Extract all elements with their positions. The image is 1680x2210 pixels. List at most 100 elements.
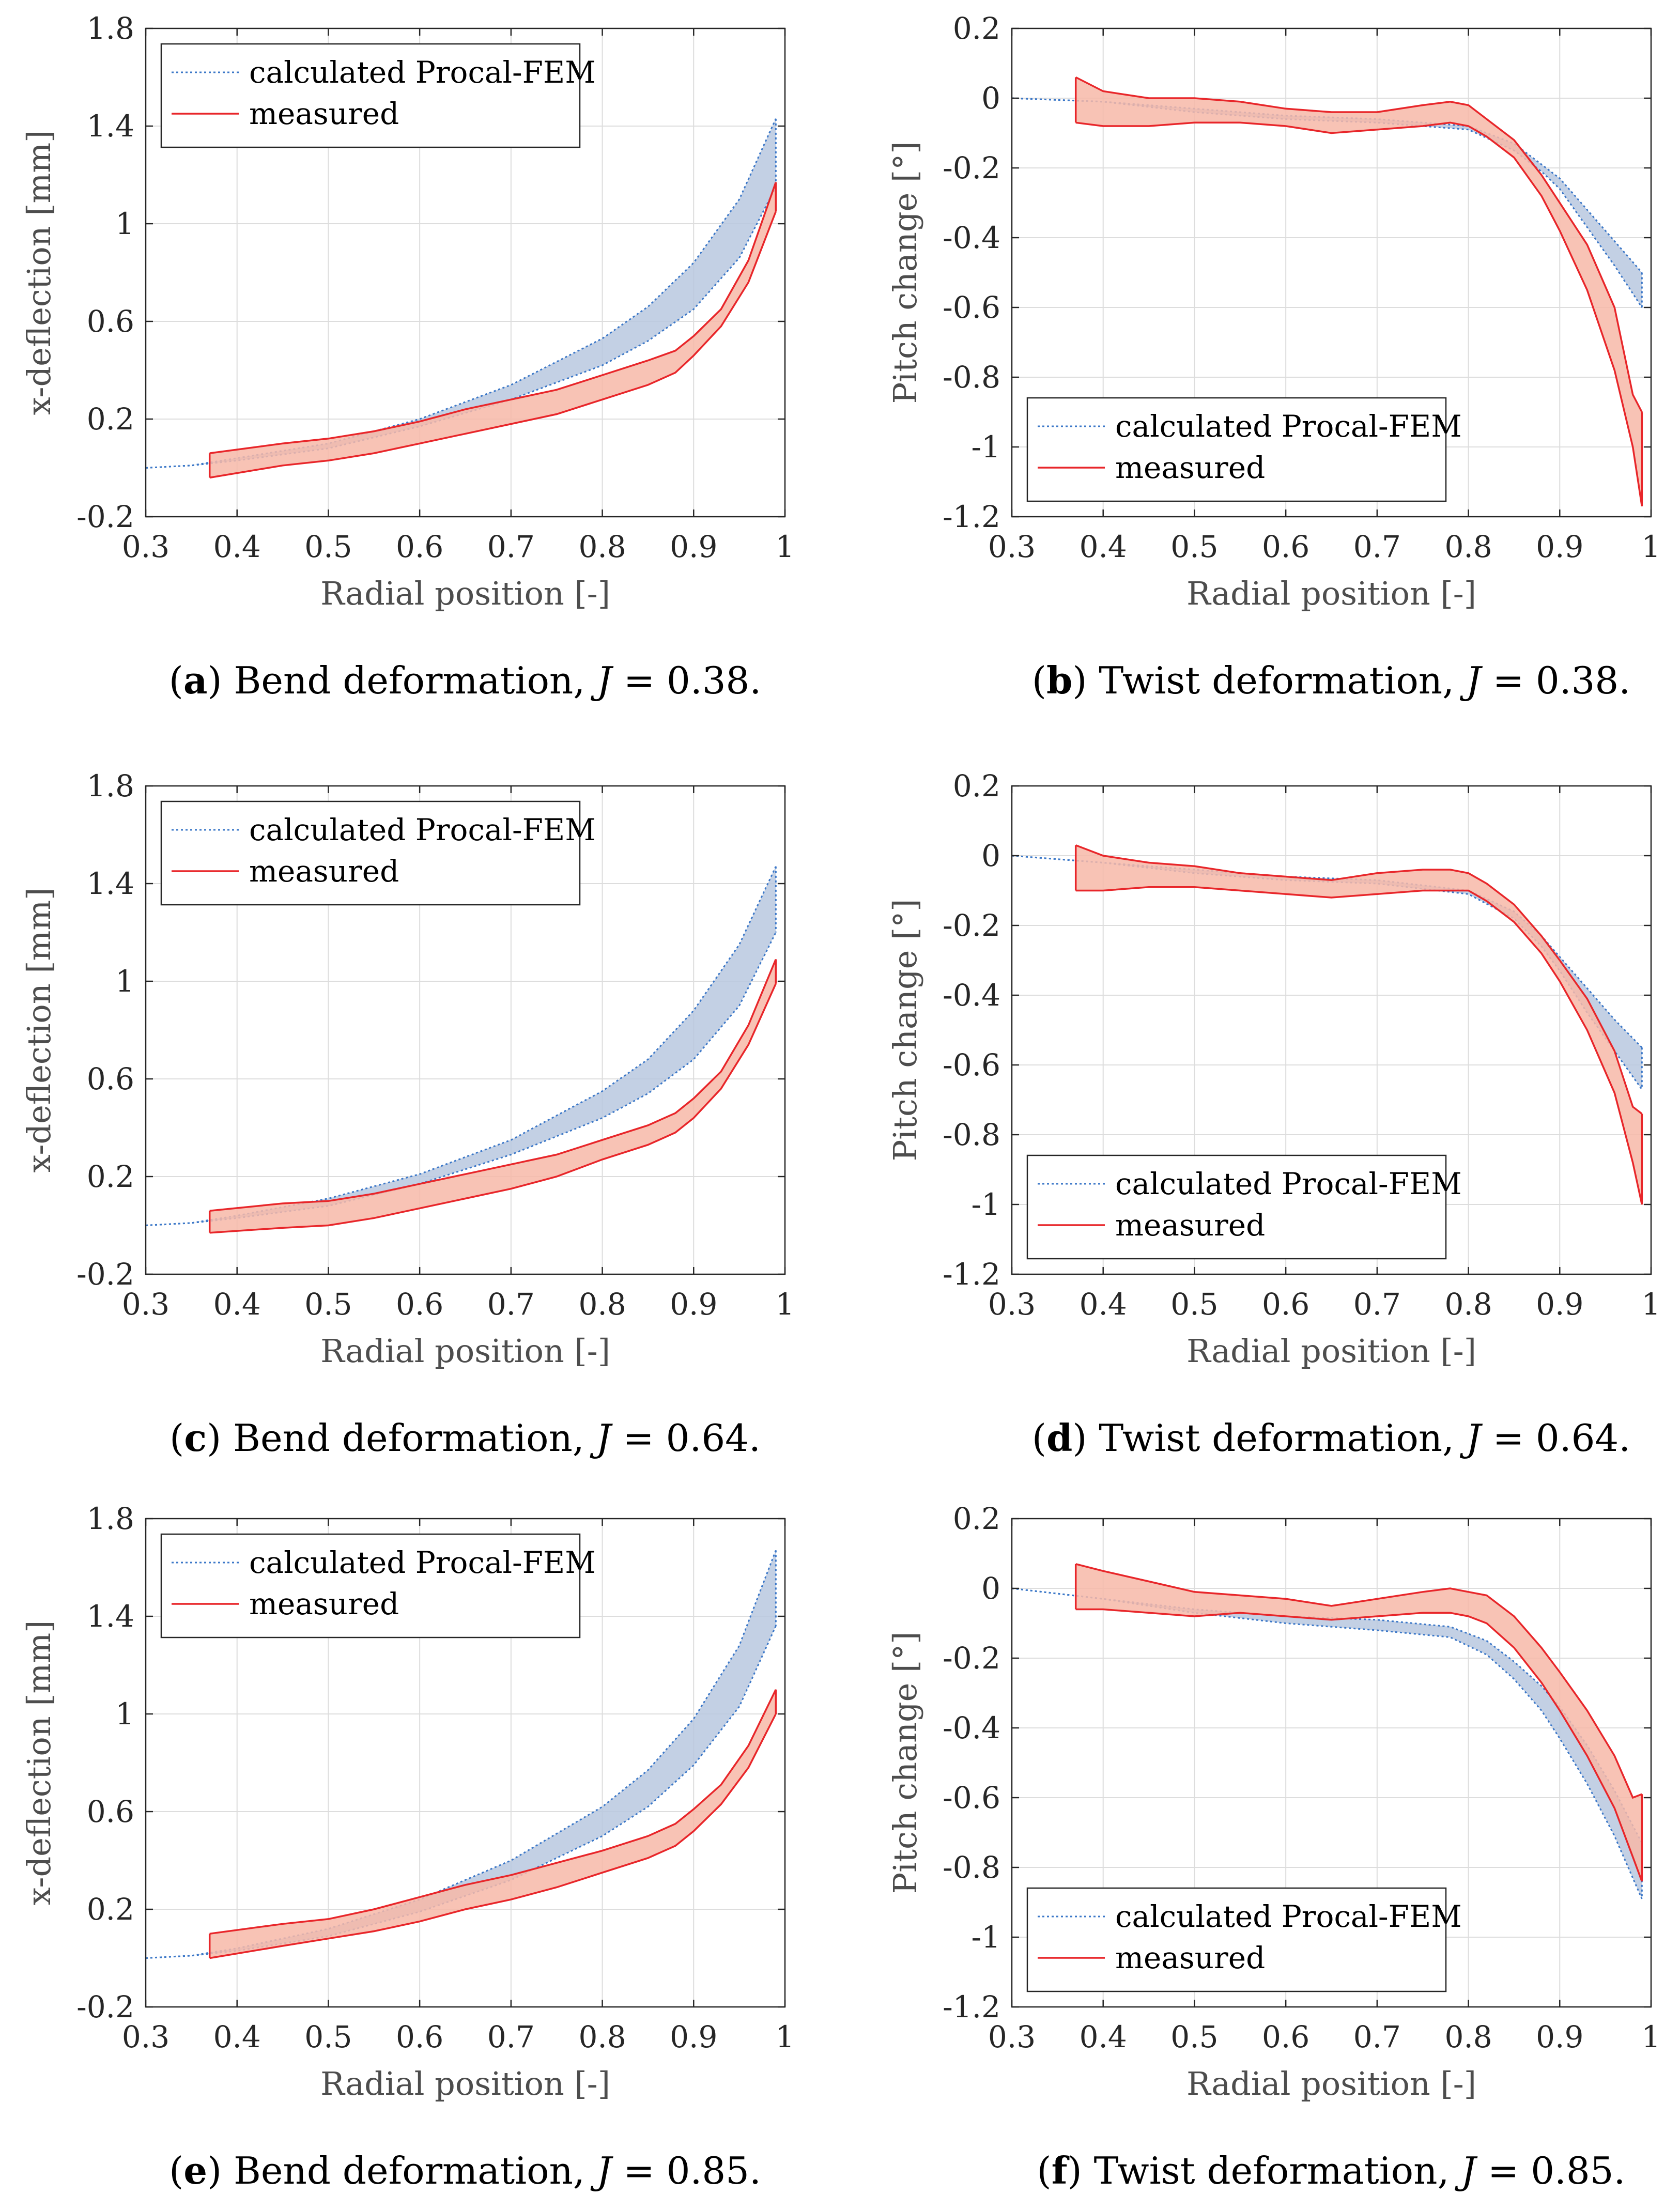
axes-box: [145, 785, 786, 1275]
caption-part: (: [1037, 2149, 1052, 2192]
x-tick-label: 0.3: [122, 1287, 169, 1322]
x-tick-label: 0.5: [1170, 529, 1218, 564]
x-tick-label: 0.5: [304, 529, 352, 564]
measured-band-lower-line: [1075, 886, 1643, 1205]
legend-box: [160, 1533, 581, 1639]
chart-panel-c: 0.3 0.4 0.5 0.6 0.7 0.8 0.9 1 -0.2 0.2 0.6 1 1.4 1.8 R…: [20, 768, 794, 1460]
x-tick-label: 0.8: [1444, 2019, 1492, 2054]
x-axis-label: Radial position [-]: [1186, 2065, 1476, 2103]
legend-measured-label: measured: [1115, 450, 1265, 485]
panel-caption: (a) Bend deformation, J = 0.38.: [169, 658, 762, 702]
x-tick-label: 0.8: [578, 529, 626, 564]
y-tick-label: 1.4: [87, 866, 134, 901]
panel-caption: (c) Bend deformation, J = 0.64.: [169, 1416, 761, 1460]
x-tick-label: 0.3: [988, 1287, 1036, 1322]
caption-part: (: [169, 1416, 184, 1460]
x-tick-label: 0.6: [396, 1287, 443, 1322]
y-tick-label: -0.2: [76, 499, 134, 534]
y-tick-label: 0.2: [87, 1892, 134, 1927]
legend-calculated-label: calculated Procal-FEM: [249, 55, 596, 90]
y-tick-label: 0.2: [87, 401, 134, 437]
y-tick-label: -1: [972, 1187, 1001, 1222]
x-tick-label: 0.7: [487, 529, 535, 564]
legend-calculated-label: calculated Procal-FEM: [249, 812, 596, 847]
x-tick-label: 0.6: [396, 529, 443, 564]
x-axis-label: Radial position [-]: [320, 1332, 610, 1370]
caption-part: ) Bend deformation,: [207, 2149, 597, 2192]
x-tick-label: 0.7: [1353, 1287, 1401, 1322]
y-tick-label: -0.2: [943, 150, 1000, 186]
axes-box: [1011, 1518, 1652, 2008]
y-tick-label: -0.6: [943, 1780, 1000, 1815]
y-tick-label: -0.2: [943, 908, 1000, 943]
legend-calculated-label: calculated Procal-FEM: [1115, 409, 1462, 444]
axes-box: [1011, 785, 1652, 1275]
legend-calculated-label: calculated Procal-FEM: [1115, 1166, 1462, 1201]
x-tick-label: 0.8: [578, 1287, 626, 1322]
x-tick-label: 0.7: [487, 2019, 535, 2054]
x-tick-label: 0.7: [1353, 529, 1401, 564]
measured-band: [209, 1689, 776, 1958]
x-tick-label: 0.3: [122, 529, 169, 564]
y-tick-label: 0.6: [87, 1061, 134, 1096]
x-tick-label: 0.8: [578, 2019, 626, 2054]
x-tick-label: 0.4: [1080, 529, 1127, 564]
y-tick-label: -0.8: [943, 360, 1000, 395]
x-tick-label: 1: [776, 1287, 795, 1322]
y-tick-label: 0: [981, 1571, 1000, 1606]
y-tick-label: -0.2: [76, 1989, 134, 2024]
caption-part: a: [183, 658, 208, 702]
y-tick-label: -1.2: [943, 499, 1000, 534]
panel-caption: (f) Twist deformation, J = 0.85.: [1037, 2149, 1626, 2192]
legend-measured-label: measured: [1115, 1208, 1265, 1243]
y-tick-label: 1: [115, 206, 134, 241]
x-axis-label: Radial position [-]: [1186, 1332, 1476, 1370]
y-tick-label: 0: [981, 81, 1000, 116]
measured-band-lower-line: [209, 211, 777, 479]
measured-band-lower-line: [1075, 121, 1643, 507]
calculated-band-upper-line: [145, 1550, 777, 1959]
legend-box: [160, 800, 581, 906]
y-tick-label: 0.2: [953, 11, 1000, 46]
measured-band-upper-line: [209, 182, 777, 454]
legend-box: [1026, 397, 1447, 502]
panel-caption: (b) Twist deformation, J = 0.38.: [1032, 658, 1630, 702]
caption-part: f: [1052, 2149, 1070, 2192]
caption-part: (: [1032, 1416, 1046, 1460]
y-tick-label: -1: [972, 1920, 1001, 1955]
x-tick-label: 0.9: [670, 529, 717, 564]
y-tick-label: 1.4: [87, 109, 134, 144]
legend-measured-label: measured: [249, 96, 399, 131]
y-tick-label: 0.2: [953, 768, 1000, 803]
y-tick-label: 1: [115, 1696, 134, 1732]
caption-part: c: [184, 1416, 207, 1460]
y-tick-label: 0.2: [953, 1501, 1000, 1536]
y-tick-label: -0.8: [943, 1850, 1000, 1885]
x-tick-label: 0.6: [396, 2019, 443, 2054]
x-axis-label: Radial position [-]: [320, 2065, 610, 2103]
x-tick-label: 1: [1642, 1287, 1661, 1322]
y-tick-label: 0.6: [87, 1794, 134, 1829]
x-tick-label: 0.7: [1353, 2019, 1401, 2054]
y-tick-label: 0.2: [87, 1159, 134, 1194]
caption-part: ) Twist deformation,: [1072, 659, 1466, 702]
axes-box: [145, 27, 786, 518]
y-axis-label: x-deflection [mm]: [20, 130, 58, 415]
measured-band-upper-line: [209, 959, 777, 1212]
chart-panel-d: 0.3 0.4 0.5 0.6 0.7 0.8 0.9 1 -1.2 -1 -0.8 -0.6 -0.4…: [886, 768, 1660, 1460]
x-tick-label: 0.7: [487, 1287, 535, 1322]
x-axis-label: Radial position [-]: [320, 575, 610, 612]
y-tick-label: -0.4: [943, 978, 1000, 1013]
y-tick-label: -0.2: [76, 1257, 134, 1292]
y-tick-label: -1.2: [943, 1257, 1000, 1292]
y-tick-label: -0.6: [943, 1047, 1000, 1083]
y-axis-label: Pitch change [°]: [886, 899, 924, 1162]
x-tick-label: 0.5: [1170, 2019, 1218, 2054]
y-tick-label: -0.8: [943, 1117, 1000, 1152]
legend-measured-label: measured: [1115, 1940, 1265, 1975]
x-tick-label: 0.8: [1444, 529, 1492, 564]
legend-box: [160, 43, 581, 148]
caption-part: = 0.64.: [1481, 1416, 1630, 1460]
x-tick-label: 1: [1642, 529, 1661, 564]
y-axis-label: Pitch change [°]: [886, 142, 924, 404]
